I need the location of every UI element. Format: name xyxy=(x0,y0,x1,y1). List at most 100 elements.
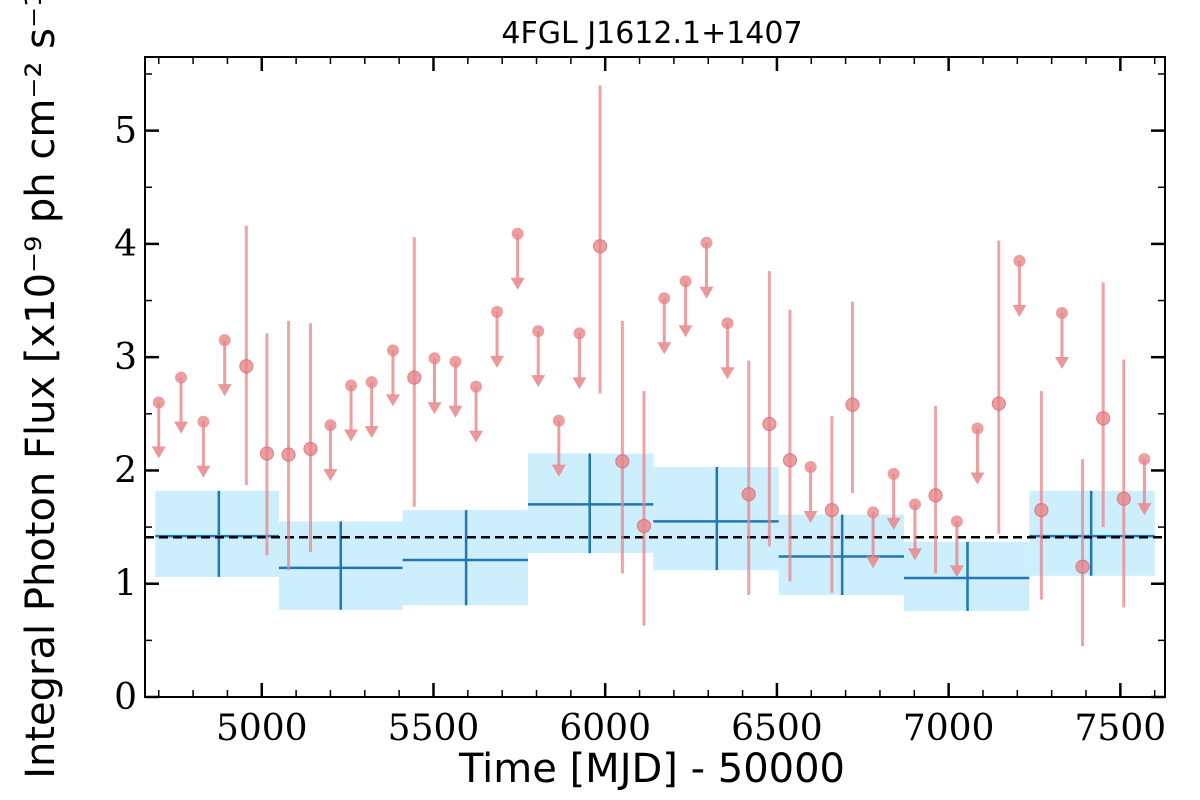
y-tick-label: 2 xyxy=(114,450,137,491)
upper-limit-point xyxy=(573,327,586,340)
x-tick-label: 7000 xyxy=(903,708,995,749)
upper-limit-point xyxy=(365,376,378,389)
upper-limit-point xyxy=(386,344,399,357)
upper-limit-arrow xyxy=(531,375,546,388)
upper-limit-point xyxy=(950,515,963,528)
detection-point xyxy=(928,488,943,503)
upper-limit-arrow xyxy=(323,469,338,482)
upper-limit-arrow xyxy=(970,472,985,485)
x-tick-label: 5000 xyxy=(216,708,308,749)
upper-limit-point xyxy=(971,422,984,435)
chart-title: 4FGL J1612.1+1407 xyxy=(501,16,802,51)
upper-limit-point xyxy=(532,325,545,338)
upper-limit-arrow xyxy=(174,421,189,434)
detection-point xyxy=(303,441,318,457)
upper-limit-arrow xyxy=(1054,357,1069,369)
upper-limit-arrow xyxy=(196,465,211,478)
upper-limit-arrow xyxy=(699,286,714,299)
upper-limit-point xyxy=(867,506,880,519)
detection-point xyxy=(824,502,839,518)
y-tick-label: 1 xyxy=(114,564,137,605)
upper-limit-arrow xyxy=(803,511,818,524)
bin-bands xyxy=(155,453,1155,611)
upper-limit-point xyxy=(449,355,462,368)
upper-limit-point xyxy=(700,236,713,249)
upper-limit-point xyxy=(324,419,337,432)
upper-limit-arrow xyxy=(217,384,232,397)
upper-limit-arrow xyxy=(510,277,525,290)
detection-point xyxy=(281,447,296,462)
y-tick-labels: 0 1 2 3 4 5 xyxy=(114,111,137,718)
upper-limit-arrow xyxy=(344,429,359,442)
detection-point xyxy=(1075,559,1090,574)
detection-point xyxy=(741,487,756,502)
detection-point xyxy=(259,446,275,461)
upper-limit-point xyxy=(218,334,231,347)
upper-limit-point xyxy=(197,415,210,428)
detection-point xyxy=(636,518,652,534)
plot-frame xyxy=(144,56,1166,698)
upper-limit-arrow xyxy=(907,548,922,561)
upper-limit-arrow xyxy=(678,325,693,338)
upper-limit-point xyxy=(511,227,524,240)
upper-limit-arrow xyxy=(720,367,735,380)
upper-limit-point xyxy=(491,305,504,318)
y-tick-label: 3 xyxy=(114,337,137,378)
detection-point xyxy=(762,416,777,432)
y-tick-label: 4 xyxy=(114,224,137,265)
upper-limit-point xyxy=(908,498,921,511)
upper-limit-point xyxy=(887,467,900,480)
upper-limit-point xyxy=(152,396,165,409)
detection-point xyxy=(1116,491,1131,506)
upper-limit-point xyxy=(804,461,817,474)
upper-limit-arrow xyxy=(364,426,379,439)
upper-limit-arrow xyxy=(385,394,400,407)
detection-point xyxy=(615,454,630,469)
upper-limit-point xyxy=(470,380,483,393)
x-tick-labels: 5000 5500 6000 6500 7000 7500 xyxy=(216,708,1166,749)
x-tick-label: 5500 xyxy=(388,708,480,749)
detection-point xyxy=(239,359,254,374)
upper-limit-arrow xyxy=(427,402,442,415)
upper-limit-point xyxy=(1138,453,1151,466)
detection-point xyxy=(1096,411,1111,426)
detection-point xyxy=(407,370,422,385)
detection-point xyxy=(782,453,798,468)
y-tick-label: 0 xyxy=(114,677,137,718)
upper-limit-point xyxy=(345,379,358,392)
detection-point xyxy=(991,396,1006,411)
upper-limit-arrow xyxy=(886,517,901,530)
upper-limit-arrow xyxy=(551,464,566,477)
x-tick-label: 6000 xyxy=(559,708,651,749)
upper-limit-arrow xyxy=(151,446,166,459)
upper-limit-arrow xyxy=(657,342,672,355)
upper-limit-point xyxy=(721,317,734,330)
upper-limit-arrow xyxy=(1137,503,1152,516)
detection-point xyxy=(592,239,608,254)
upper-limit-arrow xyxy=(866,556,881,569)
y-tick-label: 5 xyxy=(114,111,137,152)
detection-point xyxy=(845,397,860,412)
upper-limit-arrow xyxy=(949,565,964,578)
x-tick-label: 6500 xyxy=(731,708,823,749)
plot-area xyxy=(144,56,1166,699)
upper-limit-arrow xyxy=(1012,304,1027,317)
upper-limit-point xyxy=(679,275,692,288)
y-axis-title: Integral Photon Flux [x10⁻⁹ ph cm⁻² s⁻¹] xyxy=(18,0,64,779)
upper-limit-arrow xyxy=(490,355,505,368)
upper-limit-arrow xyxy=(448,405,463,418)
upper-limit-point xyxy=(552,414,565,427)
bin-band xyxy=(155,490,279,577)
upper-limit-point xyxy=(1013,254,1026,267)
flux-points xyxy=(151,85,1152,647)
detection-point xyxy=(1034,502,1049,518)
upper-limit-point xyxy=(175,371,188,384)
upper-limit-arrow xyxy=(572,377,587,390)
x-tick-label: 7500 xyxy=(1075,708,1167,749)
upper-limit-point xyxy=(658,292,671,305)
upper-limit-point xyxy=(428,352,441,365)
x-axis-title: Time [MJD] - 50000 xyxy=(458,746,845,792)
axis-ticks xyxy=(145,57,1165,699)
upper-limit-point xyxy=(1055,307,1068,319)
